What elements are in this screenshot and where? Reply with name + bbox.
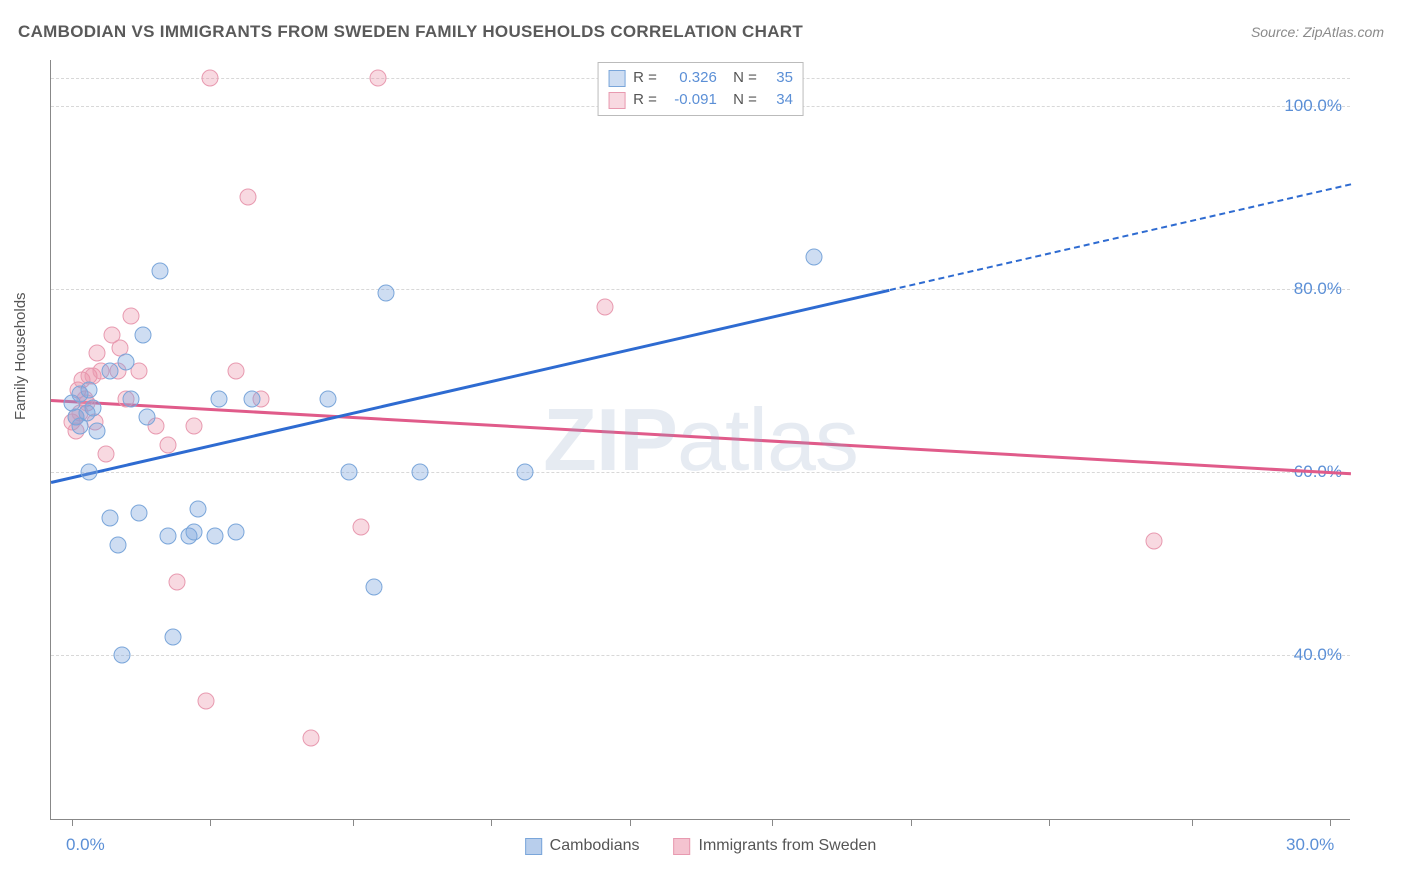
- data-point: [89, 422, 106, 439]
- source-attribution: Source: ZipAtlas.com: [1251, 24, 1384, 40]
- xtick: [911, 819, 912, 826]
- data-point: [378, 285, 395, 302]
- xtick: [1049, 819, 1050, 826]
- legend-bottom: Cambodians Immigrants from Sweden: [525, 837, 877, 855]
- n-value-1: 34: [765, 89, 793, 111]
- data-point: [122, 308, 139, 325]
- data-point: [168, 573, 185, 590]
- data-point: [353, 518, 370, 535]
- data-point: [118, 354, 135, 371]
- ytick-label: 80.0%: [1294, 279, 1342, 299]
- data-point: [227, 363, 244, 380]
- data-point: [303, 729, 320, 746]
- legend-item-0: Cambodians: [525, 837, 640, 855]
- legend-swatch-1: [673, 838, 690, 855]
- data-point: [189, 500, 206, 517]
- data-point: [122, 390, 139, 407]
- ytick-label: 40.0%: [1294, 645, 1342, 665]
- ytick-label: 100.0%: [1284, 96, 1342, 116]
- data-point: [160, 528, 177, 545]
- data-point: [80, 381, 97, 398]
- trend-line: [51, 289, 890, 484]
- r-label: R =: [633, 67, 657, 89]
- swatch-series-1: [608, 92, 625, 109]
- xtick: [1330, 819, 1331, 826]
- xtick: [1192, 819, 1193, 826]
- trend-line: [889, 183, 1351, 291]
- gridline: [51, 655, 1350, 656]
- data-point: [110, 537, 127, 554]
- data-point: [198, 692, 215, 709]
- legend-label-1: Immigrants from Sweden: [698, 837, 876, 855]
- xtick: [491, 819, 492, 826]
- data-point: [240, 189, 257, 206]
- data-point: [227, 523, 244, 540]
- data-point: [319, 390, 336, 407]
- n-label: N =: [725, 89, 757, 111]
- xtick: [630, 819, 631, 826]
- data-point: [89, 345, 106, 362]
- chart-title: CAMBODIAN VS IMMIGRANTS FROM SWEDEN FAMI…: [18, 22, 803, 42]
- gridline: [51, 289, 1350, 290]
- xtick-label: 30.0%: [1286, 835, 1334, 855]
- plot-area: ZIPatlas R = 0.326 N = 35 R = -0.091 N =…: [50, 60, 1350, 820]
- legend-item-1: Immigrants from Sweden: [673, 837, 876, 855]
- xtick: [72, 819, 73, 826]
- data-point: [101, 363, 118, 380]
- data-point: [131, 505, 148, 522]
- correlation-legend: R = 0.326 N = 35 R = -0.091 N = 34: [597, 62, 804, 116]
- r-label: R =: [633, 89, 657, 111]
- swatch-series-0: [608, 70, 625, 87]
- data-point: [210, 390, 227, 407]
- n-label: N =: [725, 67, 757, 89]
- data-point: [365, 578, 382, 595]
- data-point: [160, 436, 177, 453]
- correlation-row-0: R = 0.326 N = 35: [608, 67, 793, 89]
- data-point: [84, 399, 101, 416]
- data-point: [114, 647, 131, 664]
- data-point: [101, 509, 118, 526]
- data-point: [806, 248, 823, 265]
- xtick: [353, 819, 354, 826]
- data-point: [412, 464, 429, 481]
- data-point: [370, 70, 387, 87]
- xtick: [210, 819, 211, 826]
- data-point: [97, 445, 114, 462]
- chart-container: CAMBODIAN VS IMMIGRANTS FROM SWEDEN FAMI…: [0, 0, 1406, 892]
- watermark: ZIPatlas: [543, 389, 858, 491]
- n-value-0: 35: [765, 67, 793, 89]
- data-point: [340, 464, 357, 481]
- r-value-0: 0.326: [665, 67, 717, 89]
- data-point: [185, 418, 202, 435]
- data-point: [516, 464, 533, 481]
- legend-swatch-0: [525, 838, 542, 855]
- gridline: [51, 472, 1350, 473]
- data-point: [206, 528, 223, 545]
- data-point: [202, 70, 219, 87]
- data-point: [596, 299, 613, 316]
- data-point: [135, 326, 152, 343]
- xtick: [772, 819, 773, 826]
- yaxis-title: Family Households: [12, 292, 29, 420]
- correlation-row-1: R = -0.091 N = 34: [608, 89, 793, 111]
- data-point: [1145, 532, 1162, 549]
- data-point: [152, 262, 169, 279]
- data-point: [244, 390, 261, 407]
- data-point: [80, 464, 97, 481]
- r-value-1: -0.091: [665, 89, 717, 111]
- xtick-label: 0.0%: [66, 835, 105, 855]
- data-point: [164, 628, 181, 645]
- data-point: [139, 409, 156, 426]
- data-point: [185, 523, 202, 540]
- legend-label-0: Cambodians: [550, 837, 640, 855]
